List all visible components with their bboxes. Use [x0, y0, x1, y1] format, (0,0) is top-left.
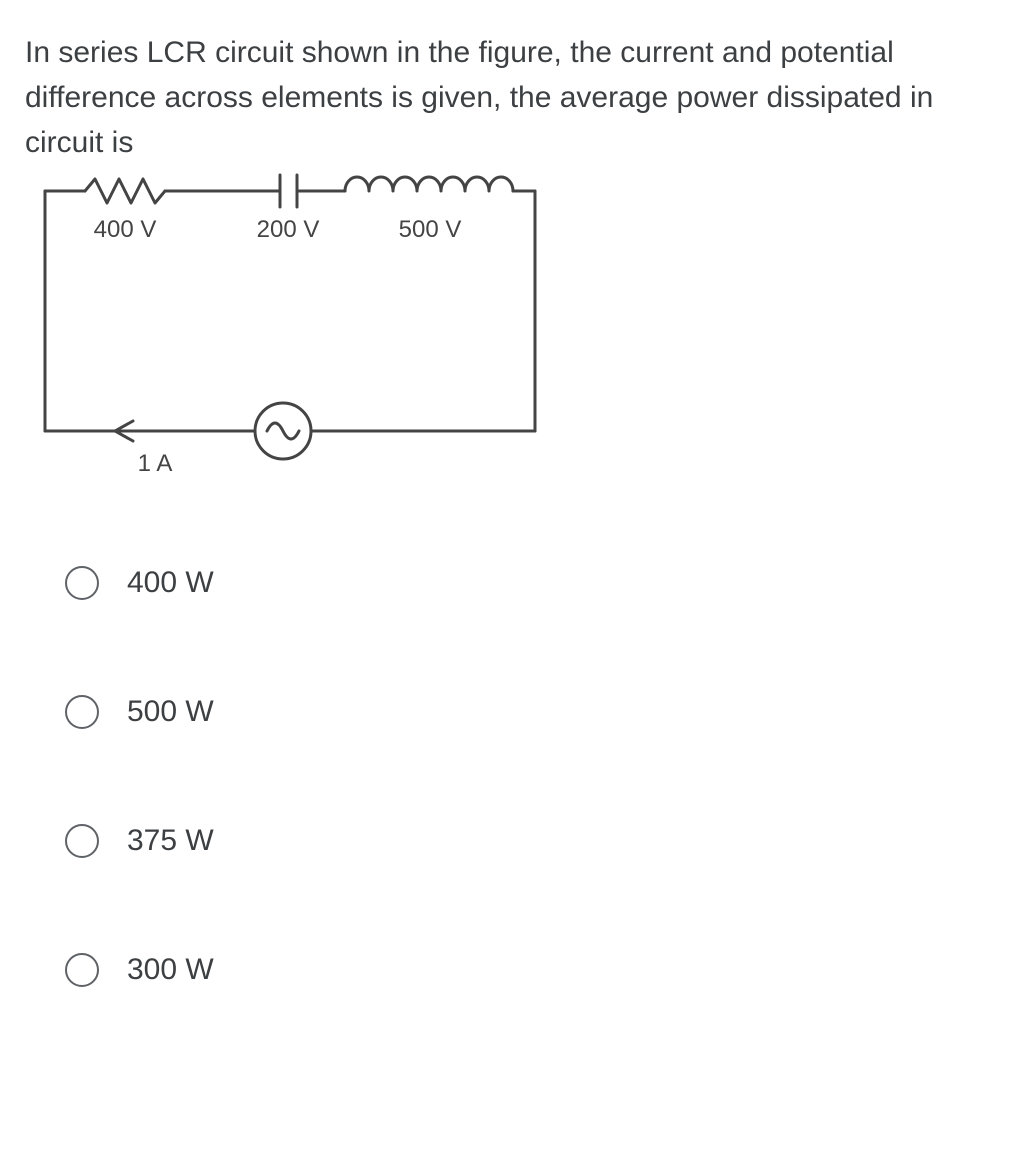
option-label: 500 W — [127, 695, 214, 729]
capacitor-voltage-label: 200 V — [257, 216, 320, 243]
radio-icon — [65, 566, 99, 600]
option-0[interactable]: 400 W — [65, 566, 999, 600]
option-3[interactable]: 300 W — [65, 953, 999, 987]
circuit-diagram: 400 V 200 V 500 V 1 A — [25, 171, 999, 506]
inductor-voltage-label: 500 V — [399, 216, 462, 243]
option-label: 300 W — [127, 953, 214, 987]
options-group: 400 W 500 W 375 W 300 W — [65, 566, 999, 987]
resistor-voltage-label: 400 V — [94, 216, 157, 243]
option-1[interactable]: 500 W — [65, 695, 999, 729]
option-2[interactable]: 375 W — [65, 824, 999, 858]
option-label: 375 W — [127, 824, 214, 858]
radio-icon — [65, 695, 99, 729]
current-label: 1 A — [138, 450, 173, 477]
radio-icon — [65, 953, 99, 987]
option-label: 400 W — [127, 566, 214, 600]
radio-icon — [65, 824, 99, 858]
question-text: In series LCR circuit shown in the figur… — [25, 30, 985, 165]
